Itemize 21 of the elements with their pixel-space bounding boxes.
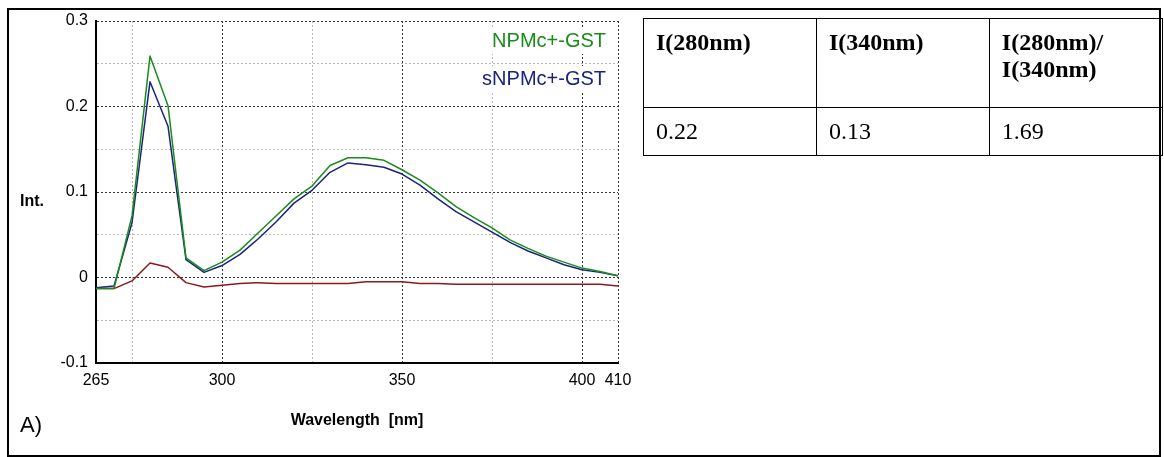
y-tick-label: 0 (79, 267, 89, 285)
x-tick-label: 350 (388, 371, 416, 389)
x-tick-label: 300 (208, 371, 236, 389)
x-tick-label: 410 (604, 371, 632, 389)
text: NPMc+-GST (492, 28, 606, 51)
x-tick-label: 400 (568, 371, 596, 389)
text: 0.22 (643, 107, 817, 156)
text: I(280nm)/ I(340nm) (989, 18, 1163, 108)
text: A) (20, 412, 42, 438)
text: sNPMc+-GST (482, 66, 606, 89)
y-tick-label: -0.1 (60, 353, 89, 371)
text: I(280nm) (643, 18, 817, 108)
text: I(340nm) (816, 18, 990, 108)
text: 0.13 (816, 107, 990, 156)
y-tick-label: 0.1 (65, 182, 89, 200)
x-axis-title: Wavelength [nm] (290, 410, 424, 428)
y-tick-label: 0.3 (65, 11, 89, 29)
y-axis-title: Int. (20, 192, 44, 210)
text: 1.69 (989, 107, 1163, 156)
y-tick-label: 0.2 (65, 96, 89, 114)
x-tick-label: 265 (82, 371, 110, 389)
